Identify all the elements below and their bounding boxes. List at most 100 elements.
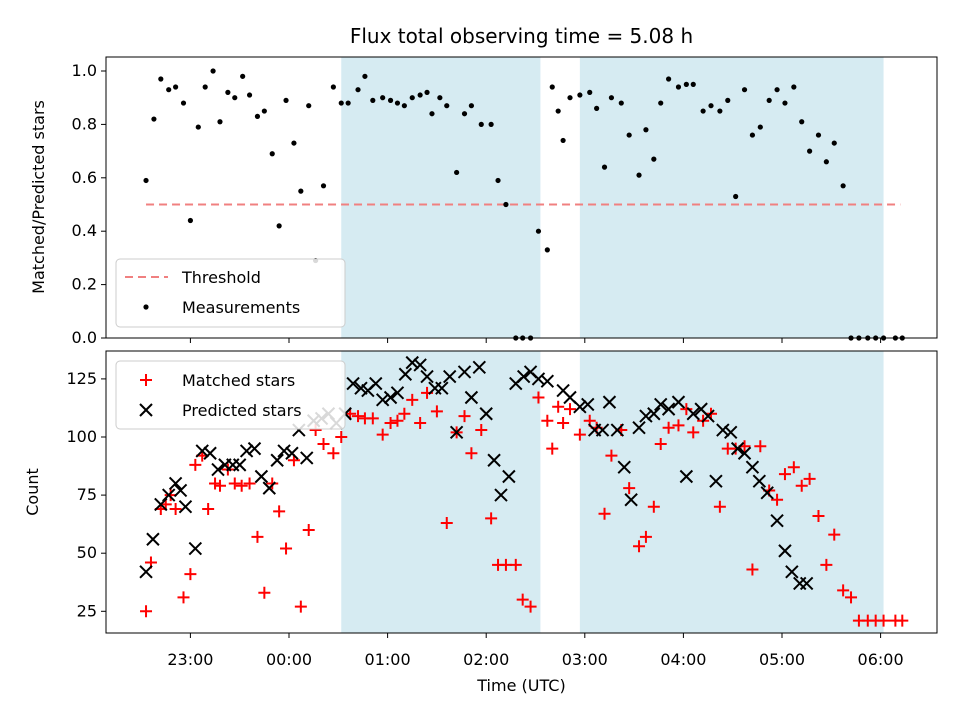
matched-star-marker <box>803 472 816 485</box>
ratio-y-tick-label: 0.4 <box>72 221 97 240</box>
matched-star-marker <box>787 461 800 474</box>
measurement-point <box>187 217 193 224</box>
measurement-point <box>708 103 714 109</box>
matched-star-marker <box>795 479 808 492</box>
predicted-star-marker <box>369 376 383 391</box>
matched-star-marker <box>251 530 264 543</box>
measurement-point <box>587 89 593 95</box>
predicted-star-marker <box>195 444 209 458</box>
measurement-point <box>717 108 723 114</box>
measurement-point <box>461 111 468 117</box>
matched-star-marker <box>654 437 667 450</box>
measurement-point <box>355 87 361 93</box>
matched-star-marker <box>258 586 271 599</box>
predicted-star-marker <box>671 395 686 409</box>
measurement-point <box>401 103 407 109</box>
measurement-point <box>166 87 172 93</box>
measurement-point <box>338 100 344 106</box>
predicted-star-marker <box>443 369 457 384</box>
predicted-star-marker <box>232 458 247 472</box>
measurement-point <box>180 100 187 106</box>
measurement-point <box>675 84 682 90</box>
matched-star-marker <box>189 458 202 471</box>
count-x-tick-label: 00:00 <box>266 650 312 669</box>
measurement-point <box>429 111 435 117</box>
matched-star-marker <box>896 614 909 627</box>
measurement-point <box>560 137 566 144</box>
predicted-star-marker <box>724 425 738 440</box>
count-y-tick-label: 100 <box>66 427 97 446</box>
matched-star-marker <box>541 414 554 427</box>
count-y-tick-label: 75 <box>77 485 97 504</box>
measurement-point <box>151 116 157 122</box>
predicted-star-marker <box>270 453 284 467</box>
observing-window-band <box>341 57 541 338</box>
legend-measurements-label: Measurements <box>182 298 300 317</box>
legend-predicted-swatch <box>139 403 153 417</box>
measurement-point <box>246 92 253 98</box>
observing-window-band <box>579 57 884 338</box>
matched-star-marker <box>273 505 286 518</box>
matched-star-marker <box>771 493 784 506</box>
measurement-point <box>143 177 149 184</box>
predicted-star-marker <box>262 481 276 495</box>
measurement-point <box>618 100 624 106</box>
predicted-star-marker <box>188 541 203 556</box>
predicted-star-marker <box>639 409 653 423</box>
matched-star-marker <box>266 477 279 490</box>
ratio-y-axis-label: Matched/Predicted stars <box>29 100 48 294</box>
predicted-star-marker <box>285 446 299 460</box>
measurement-point <box>840 183 846 189</box>
matched-star-marker <box>280 542 293 555</box>
measurement-point <box>298 188 304 194</box>
measurement-point <box>741 87 748 93</box>
count-x-axis-label: Time (UTC) <box>476 676 565 695</box>
matched-star-marker <box>573 428 586 441</box>
matched-star-marker <box>687 426 700 439</box>
measurement-point <box>831 140 837 146</box>
measurement-point <box>567 95 573 101</box>
matched-star-marker <box>352 410 365 423</box>
predicted-star-marker <box>375 393 390 407</box>
predicted-star-marker <box>737 446 752 460</box>
predicted-star-marker <box>277 444 291 458</box>
predicted-star-marker <box>168 476 183 491</box>
predicted-star-marker <box>573 400 587 414</box>
measurement-point <box>362 73 368 79</box>
predicted-star-marker <box>487 453 501 467</box>
matched-star-marker <box>243 477 256 490</box>
measurement-point <box>478 121 484 127</box>
count-x-tick-label: 03:00 <box>562 650 608 669</box>
predicted-star-marker <box>595 423 610 437</box>
predicted-star-marker <box>464 390 479 405</box>
matched-star-marker <box>184 568 197 581</box>
measurement-point <box>651 156 657 162</box>
count-legend: Matched stars Predicted stars <box>115 360 346 430</box>
predicted-star-marker <box>479 407 493 421</box>
measurement-point <box>782 100 788 106</box>
predicted-star-marker <box>398 367 413 381</box>
measurement-point <box>594 105 600 111</box>
matched-star-marker <box>327 447 340 460</box>
predicted-star-marker <box>785 565 799 579</box>
measurement-point <box>601 164 608 170</box>
ratio-legend: Threshold Measurements <box>115 258 346 328</box>
measurement-point <box>210 68 216 74</box>
matched-star-marker <box>639 530 652 543</box>
measurement-point <box>306 103 312 109</box>
ratio-y-tick-label: 0.6 <box>72 168 97 187</box>
measurement-point <box>261 108 267 114</box>
predicted-star-marker <box>178 500 193 514</box>
measurement-point <box>370 97 376 103</box>
measurement-point <box>240 73 246 79</box>
matched-star-marker <box>877 614 890 627</box>
matched-star-marker <box>746 563 759 576</box>
predicted-star-marker <box>449 425 464 440</box>
count-y-tick-label: 125 <box>66 369 97 388</box>
predicted-star-marker <box>173 483 188 498</box>
matched-star-marker <box>680 403 693 416</box>
measurement-point <box>269 151 275 157</box>
measurement-point <box>815 132 822 138</box>
measurement-point <box>254 113 261 119</box>
